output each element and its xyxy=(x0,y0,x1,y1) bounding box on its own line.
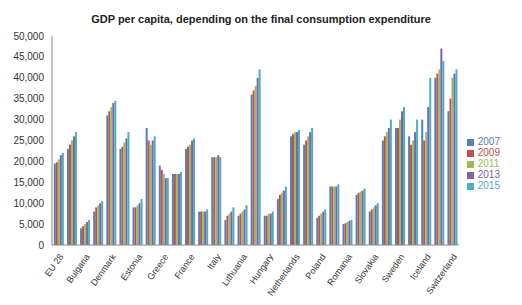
svg-text:Sweden: Sweden xyxy=(380,252,407,284)
html-text:2007: 2007 xyxy=(477,136,500,147)
svg-text:20,000: 20,000 xyxy=(13,156,44,167)
svg-text:35,000: 35,000 xyxy=(13,93,44,104)
svg-text:Estonia: Estonia xyxy=(119,252,144,282)
html-text:GDP per capita, depending on t: GDP per capita, depending on the final c… xyxy=(91,13,431,25)
svg-text:Denmark: Denmark xyxy=(89,252,118,288)
svg-text:5,000: 5,000 xyxy=(19,219,44,230)
svg-text:Lithuania: Lithuania xyxy=(220,252,249,288)
svg-text:10,000: 10,000 xyxy=(13,198,44,209)
html-text:2013: 2013 xyxy=(477,169,500,180)
svg-text:Romania: Romania xyxy=(325,252,354,287)
html-text:2015: 2015 xyxy=(477,180,500,191)
svg-text:50,000: 50,000 xyxy=(13,31,44,42)
svg-text:Slovakia: Slovakia xyxy=(353,252,381,286)
svg-text:Hungary: Hungary xyxy=(248,252,276,286)
svg-text:Italy: Italy xyxy=(205,252,223,272)
html-text:2009: 2009 xyxy=(477,147,500,158)
svg-text:15,000: 15,000 xyxy=(13,177,44,188)
svg-text:Netherlands: Netherlands xyxy=(266,252,302,297)
svg-text:Switzerland: Switzerland xyxy=(424,252,459,296)
svg-text:45,000: 45,000 xyxy=(13,51,44,62)
svg-text:Bulgaria: Bulgaria xyxy=(65,252,92,285)
svg-text:0: 0 xyxy=(38,240,44,251)
svg-text:Greece: Greece xyxy=(145,252,170,282)
html-text:2011: 2011 xyxy=(477,158,500,169)
svg-text:EU 28: EU 28 xyxy=(43,252,66,278)
svg-text:40,000: 40,000 xyxy=(13,72,44,83)
svg-text:Iceland: Iceland xyxy=(408,252,433,282)
svg-text:France: France xyxy=(172,252,196,281)
svg-text:30,000: 30,000 xyxy=(13,114,44,125)
svg-text:25,000: 25,000 xyxy=(13,135,44,146)
svg-text:Poland: Poland xyxy=(304,252,328,281)
